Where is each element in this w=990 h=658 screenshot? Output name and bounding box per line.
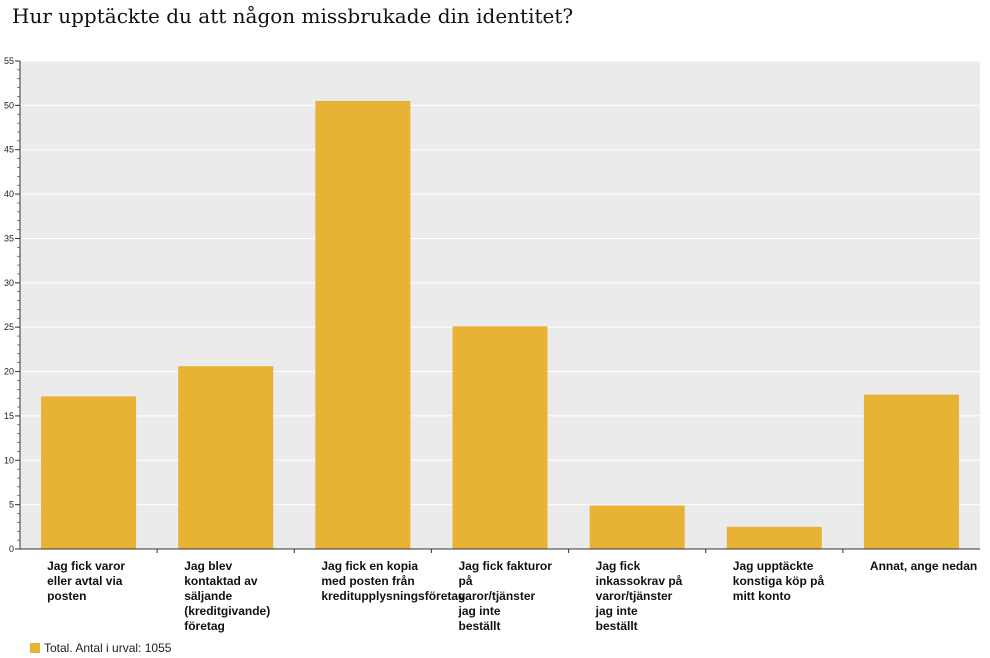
legend-label: Total. Antal i urval: 1055 — [44, 641, 172, 655]
gridlines — [20, 60, 980, 506]
y-tick-label: 25 — [4, 322, 14, 332]
x-tick-label: Jag fick varor eller avtal via posten — [47, 559, 126, 603]
bars — [41, 100, 959, 549]
y-tick-label: 20 — [4, 367, 14, 377]
x-tick-label: Jag upptäckte konstiga köp på mitt konto — [732, 559, 825, 603]
y-tick-label: 40 — [4, 189, 14, 199]
x-tick-label: Annat, ange nedan — [869, 559, 978, 573]
bar — [41, 396, 137, 549]
y-axis-ticks: 0 5 10 15 20 25 30 35 40 45 50 55 — [4, 56, 20, 554]
bar — [589, 505, 685, 549]
y-tick-label: 5 — [9, 500, 14, 510]
axes — [19, 61, 980, 553]
y-tick-label: 10 — [4, 455, 14, 465]
y-tick-label: 35 — [4, 233, 14, 243]
bar — [452, 326, 548, 549]
x-tick-label: Jag fick fakturor på varor/tjänster jag int… — [458, 559, 552, 633]
y-tick-label: 15 — [4, 411, 14, 421]
bar — [315, 100, 411, 549]
x-tick-label: Jag fick en kopia med posten från kreditup… — [321, 559, 466, 603]
y-tick-label: 0 — [9, 544, 14, 554]
y-tick-label: 30 — [4, 278, 14, 288]
legend-swatch — [30, 643, 40, 653]
x-tick-label: Jag fick inkassokrav på varor/tjänster jag … — [595, 559, 683, 633]
chart-title: Hur upptäckte du att någon missbrukade d… — [12, 4, 574, 28]
legend: Total. Antal i urval: 1055 — [30, 641, 171, 655]
bar — [726, 526, 822, 549]
y-tick-label: 50 — [4, 100, 14, 110]
x-tick-label: Jag blev kontaktad av säljande (kreditgivan… — [184, 559, 271, 633]
y-tick-label: 55 — [4, 56, 14, 66]
y-tick-label: 45 — [4, 145, 14, 155]
bar — [178, 366, 274, 549]
bar — [863, 394, 959, 549]
